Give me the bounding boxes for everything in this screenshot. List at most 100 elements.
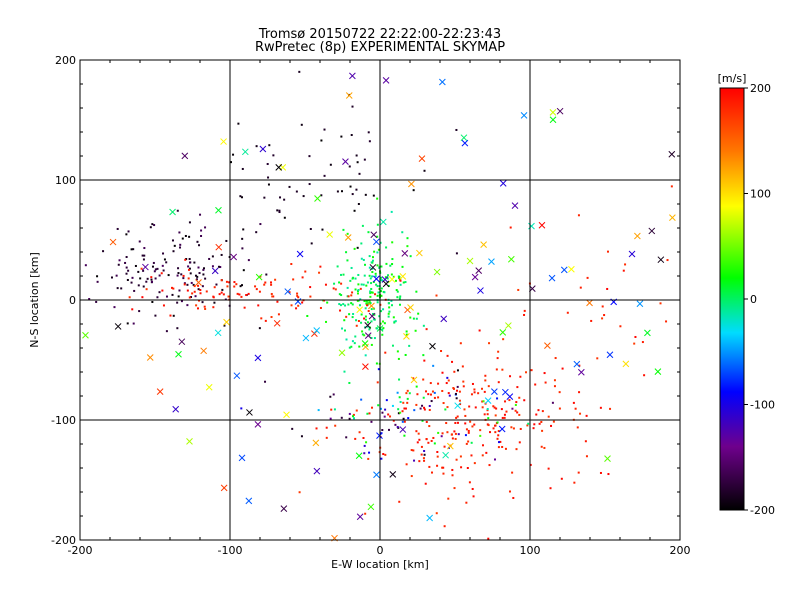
data-point (341, 327, 344, 330)
data-point (304, 270, 307, 273)
data-point-cross (499, 329, 507, 336)
data-point (456, 415, 459, 418)
data-point (369, 302, 372, 305)
data-point-cross (312, 439, 320, 447)
data-point (362, 437, 365, 440)
data-point (364, 307, 367, 310)
data-point (300, 123, 303, 126)
data-point (131, 308, 134, 311)
data-point (382, 327, 385, 330)
data-point (204, 226, 207, 229)
cross-stroke (283, 411, 290, 419)
data-point (547, 415, 550, 418)
data-point-cross (669, 214, 676, 222)
data-point (496, 421, 499, 424)
data-point (247, 259, 250, 262)
data-point-cross (338, 349, 346, 357)
data-point (176, 301, 179, 304)
data-point (560, 477, 563, 480)
data-point (120, 287, 123, 290)
data-point-cross (381, 276, 389, 283)
data-point (487, 385, 490, 388)
data-point (296, 294, 299, 297)
data-point (383, 415, 386, 418)
data-point (437, 382, 440, 385)
data-point (125, 272, 128, 275)
data-point (368, 266, 371, 269)
data-point (501, 445, 504, 448)
data-point (266, 163, 269, 166)
data-point (354, 335, 357, 338)
data-point (203, 305, 206, 308)
data-point (288, 185, 291, 188)
cross-stroke (259, 145, 267, 153)
data-points (82, 70, 676, 542)
data-point-cross (314, 195, 321, 202)
data-point (212, 306, 215, 309)
data-point (241, 247, 244, 250)
data-point (162, 304, 165, 307)
data-point (130, 281, 133, 284)
data-point (367, 457, 370, 460)
data-point-cross (238, 454, 246, 462)
data-point (268, 144, 271, 147)
data-point (380, 290, 383, 293)
data-point (386, 277, 389, 280)
data-point (578, 364, 581, 367)
data-point-cross (172, 405, 180, 413)
data-point (451, 437, 454, 440)
data-point (187, 268, 190, 271)
data-point (95, 300, 98, 303)
data-point (193, 261, 196, 264)
data-point (578, 391, 581, 394)
data-point (470, 393, 473, 396)
data-point (267, 176, 270, 179)
data-point (417, 432, 420, 435)
data-point (371, 259, 374, 262)
data-point-cross (442, 451, 449, 459)
data-point-cross (82, 331, 89, 339)
data-point (257, 304, 260, 307)
data-point (456, 385, 459, 388)
data-point (365, 302, 368, 305)
data-point-cross (544, 342, 551, 349)
data-point (425, 438, 428, 441)
data-point (202, 268, 205, 271)
data-point (368, 255, 371, 258)
data-point (182, 274, 185, 277)
data-point (467, 431, 470, 434)
data-point (330, 408, 333, 411)
data-point (366, 299, 369, 302)
data-point (118, 259, 121, 262)
data-point (380, 457, 383, 460)
data-point (158, 274, 161, 277)
data-point-cross (223, 318, 230, 326)
cross-stroke (109, 238, 117, 246)
data-point (288, 291, 291, 294)
cross-stroke (364, 332, 372, 339)
data-point (397, 408, 400, 411)
data-point-cross (407, 304, 414, 311)
data-point-cross (549, 116, 557, 124)
data-point (237, 122, 240, 125)
data-point (527, 422, 530, 425)
data-point-cross (382, 280, 390, 288)
data-point (461, 365, 464, 368)
data-point (394, 279, 397, 282)
data-point (211, 255, 214, 258)
data-point-cross (142, 263, 149, 271)
data-point (403, 434, 406, 437)
data-point (290, 263, 293, 266)
data-point (454, 437, 457, 440)
data-point-cross (505, 322, 512, 329)
data-point (433, 396, 436, 399)
data-point (409, 255, 412, 258)
data-point (354, 277, 357, 280)
data-point (464, 434, 467, 437)
data-point (486, 409, 489, 412)
data-point (143, 247, 146, 250)
data-point-cross (211, 267, 219, 275)
data-point-cross (460, 134, 468, 142)
data-point (325, 426, 328, 429)
data-point (357, 203, 360, 206)
